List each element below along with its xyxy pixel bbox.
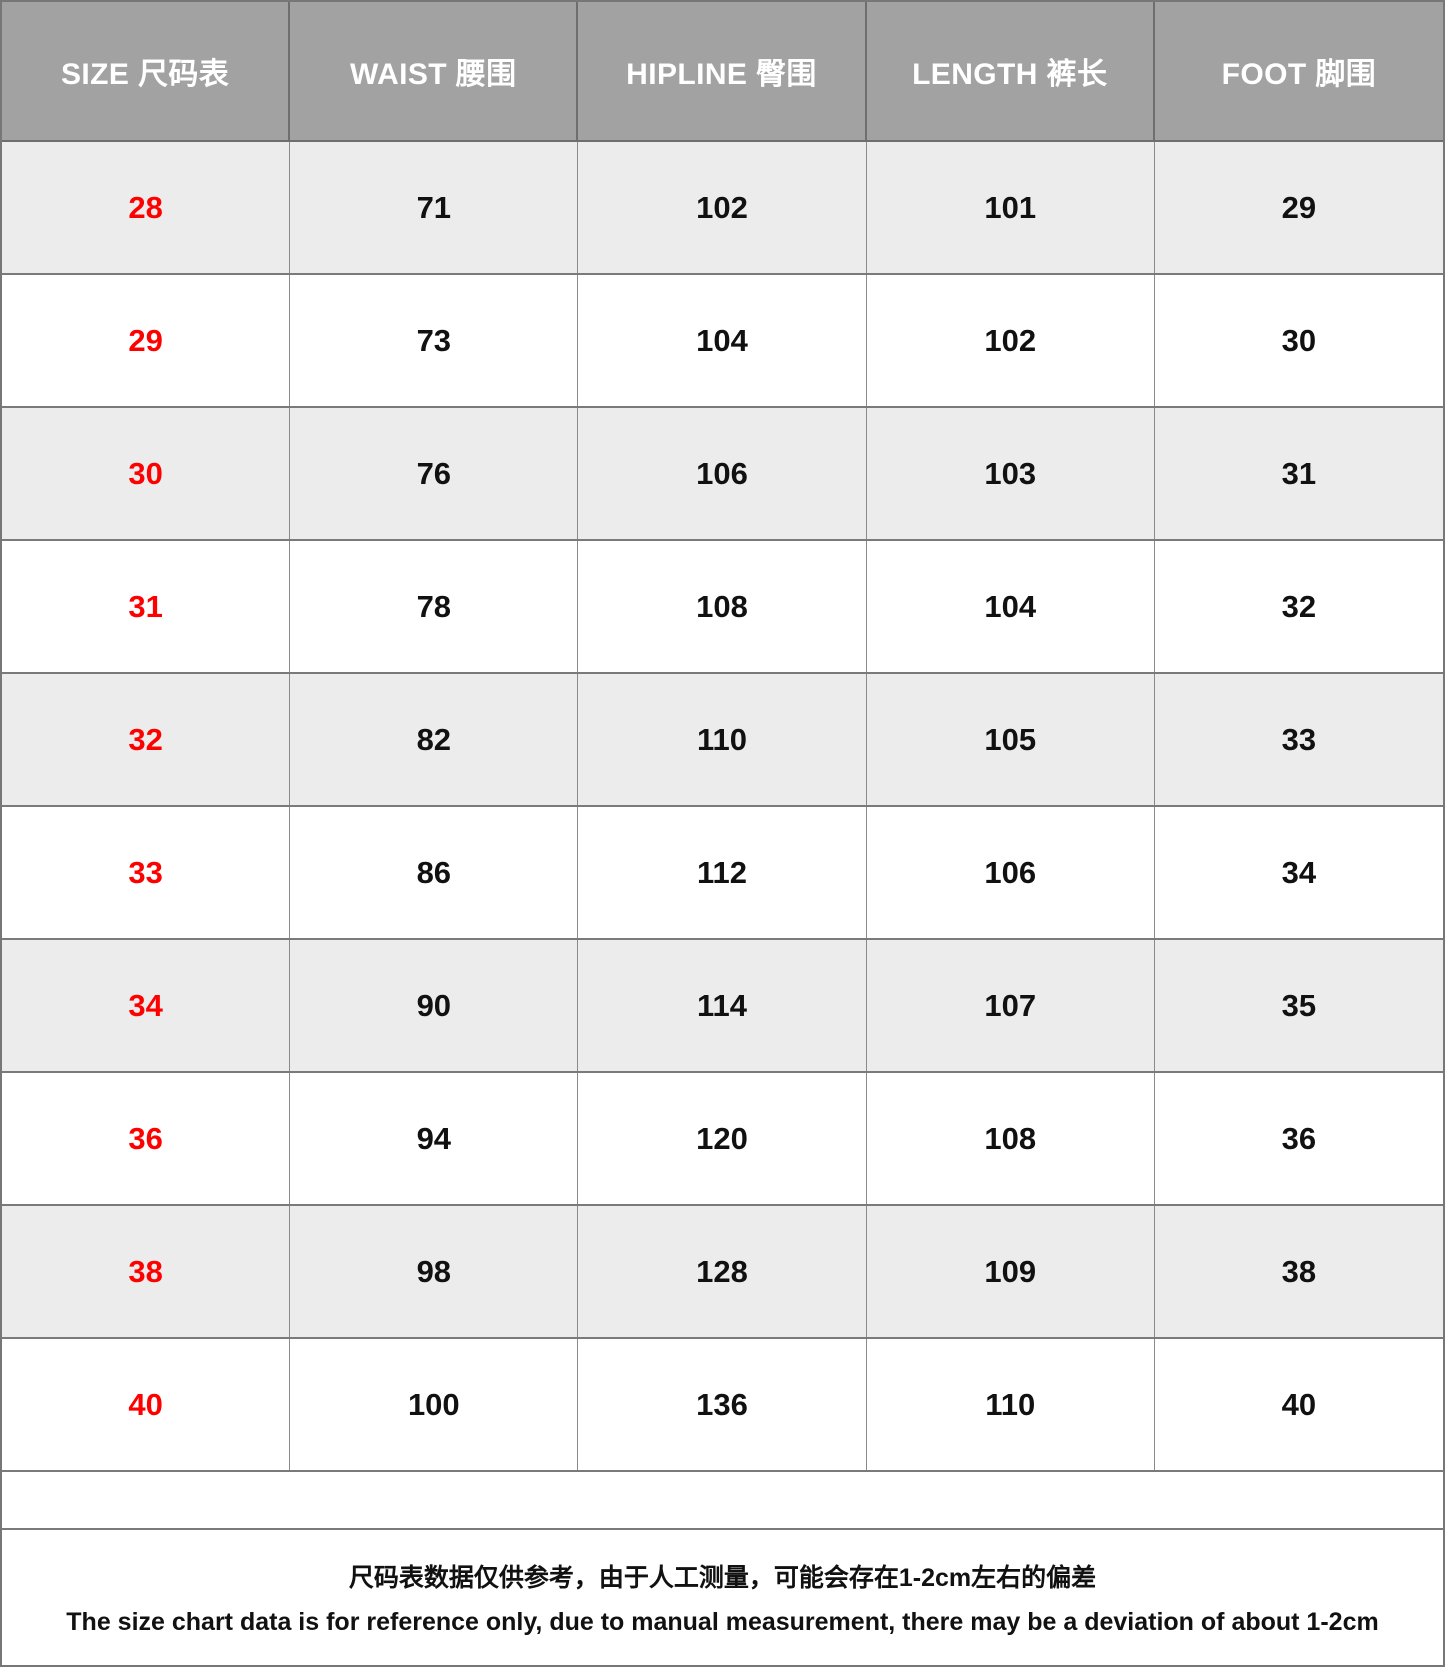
column-header-foot: FOOT 脚围	[1221, 58, 1377, 91]
table-row: 28 71 102 101 29	[2, 142, 1443, 275]
column-header-size: SIZE 尺码表	[2, 2, 291, 140]
cell-hipline: 102	[578, 142, 867, 273]
cell-foot: 38	[1281, 1253, 1317, 1289]
cell-foot: 30	[1281, 322, 1317, 358]
cell-length: 108	[867, 1073, 1155, 1204]
cell-length: 105	[867, 674, 1155, 805]
cell-waist: 71	[290, 142, 579, 273]
cell-length: 101	[867, 142, 1155, 273]
cell-hipline: 106	[578, 408, 867, 539]
cell-foot: 32	[1281, 588, 1317, 624]
cell-hipline: 136	[578, 1339, 867, 1470]
cell-foot: 40	[1281, 1386, 1317, 1422]
cell-waist: 100	[290, 1339, 579, 1470]
table-row: 30 76 106 103 31	[2, 408, 1443, 541]
cell-foot: 35	[1281, 987, 1317, 1023]
cell-waist: 76	[290, 408, 579, 539]
cell-waist: 78	[290, 541, 579, 672]
cell-length: 110	[867, 1339, 1155, 1470]
column-header-length: LENGTH 裤长	[867, 2, 1155, 140]
cell-length: 109	[867, 1206, 1155, 1337]
table-header-row: SIZE 尺码表 WAIST 腰围 HIPLINE 臀围 LENGTH 裤长 F…	[2, 2, 1443, 142]
cell-hipline: 110	[578, 674, 867, 805]
cell-length: 107	[867, 940, 1155, 1071]
cell-foot: 34	[1281, 854, 1317, 890]
cell-size: 33	[2, 807, 291, 938]
cell-length: 102	[867, 275, 1155, 406]
cell-size: 31	[2, 541, 291, 672]
table-row: 31 78 108 104 32	[2, 541, 1443, 674]
disclaimer-note: 尺码表数据仅供参考，由于人工测量，可能会存在1-2cm左右的偏差 The siz…	[2, 1528, 1443, 1665]
disclaimer-note-english: The size chart data is for reference onl…	[66, 1608, 1379, 1636]
table-row: 38 98 128 109 38	[2, 1206, 1443, 1339]
cell-size: 38	[2, 1206, 291, 1337]
table-row: 29 73 104 102 30	[2, 275, 1443, 408]
table-row: 40 100 136 110 40	[2, 1339, 1443, 1472]
cell-waist: 94	[290, 1073, 579, 1204]
cell-hipline: 114	[578, 940, 867, 1071]
cell-hipline: 120	[578, 1073, 867, 1204]
cell-waist: 73	[290, 275, 579, 406]
cell-foot: 31	[1281, 455, 1317, 491]
cell-size: 29	[2, 275, 291, 406]
table-row: 36 94 120 108 36	[2, 1073, 1443, 1206]
cell-size: 36	[2, 1073, 291, 1204]
cell-hipline: 128	[578, 1206, 867, 1337]
cell-waist: 90	[290, 940, 579, 1071]
table-row: 33 86 112 106 34	[2, 807, 1443, 940]
cell-length: 103	[867, 408, 1155, 539]
cell-foot: 29	[1281, 189, 1317, 225]
cell-foot: 33	[1281, 721, 1317, 757]
cell-hipline: 108	[578, 541, 867, 672]
cell-foot: 36	[1281, 1120, 1317, 1156]
cell-waist: 82	[290, 674, 579, 805]
cell-length: 106	[867, 807, 1155, 938]
cell-size: 32	[2, 674, 291, 805]
cell-size: 28	[2, 142, 291, 273]
table-row: 34 90 114 107 35	[2, 940, 1443, 1073]
column-header-hipline: HIPLINE 臀围	[578, 2, 867, 140]
table-row: 32 82 110 105 33	[2, 674, 1443, 807]
column-header-waist: WAIST 腰围	[290, 2, 579, 140]
table-body: 28 71 102 101 29 29 73 104 102 30 30 76 …	[2, 142, 1443, 1528]
cell-size: 40	[2, 1339, 291, 1470]
cell-waist: 86	[290, 807, 579, 938]
cell-hipline: 104	[578, 275, 867, 406]
cell-hipline: 112	[578, 807, 867, 938]
disclaimer-note-chinese: 尺码表数据仅供参考，由于人工测量，可能会存在1-2cm左右的偏差	[348, 1564, 1097, 1592]
cell-waist: 98	[290, 1206, 579, 1337]
cell-size: 30	[2, 408, 291, 539]
cell-length: 104	[867, 541, 1155, 672]
cell-size: 34	[2, 940, 291, 1071]
